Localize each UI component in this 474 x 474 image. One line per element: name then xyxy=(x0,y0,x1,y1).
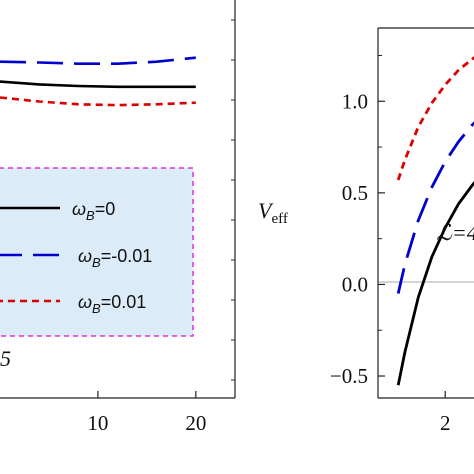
right-y-axis-title: Veff xyxy=(258,198,288,227)
right-y-tick-label-2: 0.5 xyxy=(342,181,368,205)
right-series-line-2 xyxy=(396,56,474,181)
right-x-tick-label-0: 2 xyxy=(440,411,451,435)
left-x-tick-label-0: 10 xyxy=(87,411,108,435)
left-series-line-2 xyxy=(0,96,196,107)
right-panel-note: ℒ=4 xyxy=(436,220,474,245)
left-series-line-1 xyxy=(0,56,196,65)
right-y-axis-title-sub: eff xyxy=(271,211,287,227)
right-y-axis-title-main: V xyxy=(258,198,274,223)
left-x-tick-label-1: 20 xyxy=(185,411,206,435)
legend-label-0: ωB=0 xyxy=(72,199,115,223)
right-y-tick-label-0: −0.5 xyxy=(330,364,368,388)
right-y-tick-label-3: 1.0 xyxy=(342,89,368,113)
left-tick-group: 10 20 xyxy=(87,19,235,435)
right-series-group xyxy=(396,56,474,386)
left-chart-panel: ωB=0 ωB=-0.01 ωB=0.01 5 10 20 xyxy=(0,0,236,435)
right-y-tick-label-1: 0.0 xyxy=(342,272,368,296)
legend-label-2: ωB=0.01 xyxy=(78,292,146,316)
left-panel-note: 5 xyxy=(0,346,11,371)
left-legend: ωB=0 ωB=-0.01 ωB=0.01 xyxy=(0,199,152,316)
right-series-line-1 xyxy=(396,121,474,294)
left-series-line-0 xyxy=(0,80,196,89)
left-legend-box xyxy=(0,167,194,337)
legend-label-1: ωB=-0.01 xyxy=(78,246,152,270)
right-series-line-0 xyxy=(396,180,474,386)
right-chart-panel: −0.5 0.0 0.5 1.0 2 Veff ℒ=4 xyxy=(258,27,474,435)
right-tick-group: −0.5 0.0 0.5 1.0 2 xyxy=(330,54,451,435)
left-series-group xyxy=(0,56,196,107)
